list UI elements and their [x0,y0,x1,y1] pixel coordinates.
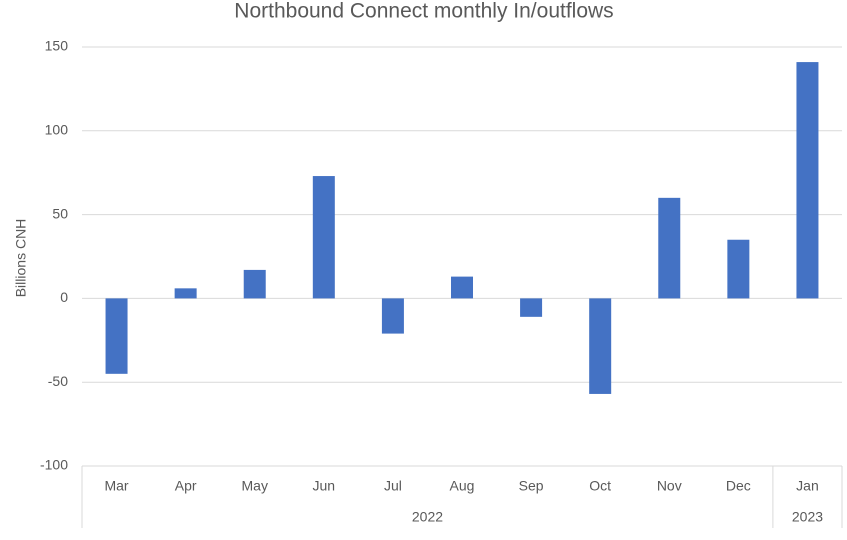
bar [312,176,335,299]
group-label: 2022 [412,509,443,525]
y-tick-label: 0 [60,289,68,305]
y-tick-label: 150 [45,38,69,54]
y-tick-label: -100 [40,457,68,473]
bar [520,298,543,317]
bar [243,269,266,299]
bar [658,197,681,299]
x-tick-label: Sep [519,478,544,494]
x-tick-label: Aug [450,478,475,494]
bar [796,62,819,299]
bar [105,298,128,374]
group-label: 2023 [792,509,823,525]
x-tick-label: May [242,478,268,494]
bar [589,298,612,394]
x-tick-label: Dec [726,478,751,494]
y-tick-label: -50 [48,373,68,389]
bar [451,276,473,299]
x-tick-label: Jul [384,478,402,494]
bar [727,239,750,299]
x-tick-label: Jan [796,478,819,494]
x-tick-label: Apr [175,478,197,494]
x-tick-label: Jun [313,478,336,494]
y-tick-label: 50 [52,205,68,221]
y-tick-label: 100 [45,122,69,138]
y-axis-label: Billions CNH [13,219,29,298]
x-tick-label: Mar [104,478,128,494]
x-tick-label: Nov [657,478,682,494]
chart-title: Northbound Connect monthly In/outflows [234,0,613,23]
x-tick-label: Oct [589,478,611,494]
bar [381,298,404,334]
bar [174,288,197,299]
